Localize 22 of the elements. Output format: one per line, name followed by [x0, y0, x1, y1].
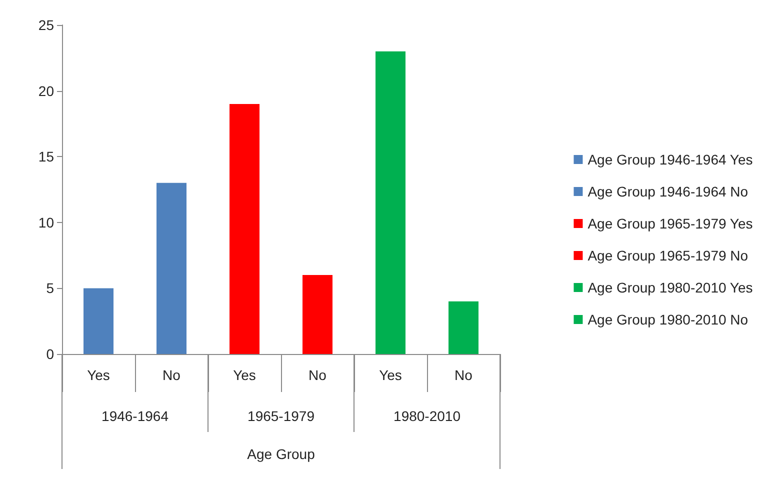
- y-tick-label: 10: [38, 214, 54, 230]
- legend-label: Age Group 1965-1979 No: [588, 248, 748, 264]
- x-tick-label: Yes: [233, 367, 256, 383]
- text: 1980-2010: [394, 408, 461, 424]
- y-tick-label: 0: [46, 346, 54, 362]
- x-axis-title: Age Group: [247, 446, 316, 462]
- legend-label: Age Group 1965-1979 Yes: [588, 216, 753, 232]
- y-tick-label: 20: [38, 82, 54, 99]
- x-tick-label: Yes: [379, 367, 402, 383]
- legend-label: Age Group 1980-2010 No: [588, 312, 748, 328]
- x-tick-label: Yes: [87, 367, 110, 383]
- legend-label: Age Group 1946-1964 No: [588, 184, 748, 200]
- legend-label: Age Group 1946-1964 Yes: [588, 152, 753, 168]
- y-tick-label: 25: [38, 17, 54, 33]
- x-tick-label: No: [162, 367, 181, 383]
- text: 1965-1979: [248, 408, 315, 424]
- x-tick-label: No: [454, 367, 473, 383]
- y-tick-label: 5: [46, 280, 54, 296]
- x-tick-label: No: [308, 367, 327, 383]
- text: 1946-1964: [102, 408, 169, 424]
- y-tick-label: 15: [38, 148, 54, 165]
- legend-label: Age Group 1980-2010 Yes: [588, 280, 753, 296]
